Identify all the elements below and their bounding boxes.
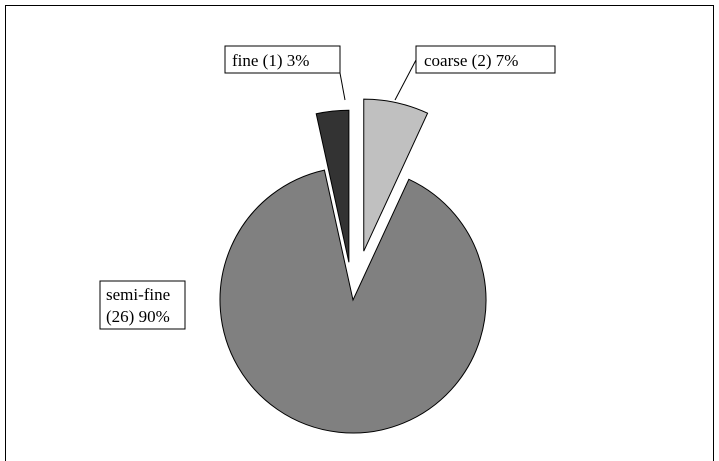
label-coarse: coarse (2) 7% [415, 45, 556, 74]
pie-slice-fine [315, 109, 350, 263]
pie-slice-semi-fine [219, 169, 487, 434]
label-fine: fine (1) 3% [224, 45, 341, 74]
label-text-semi-fine-line1: semi-fine [106, 285, 170, 304]
chart-area [5, 5, 714, 461]
label-box-fine [224, 45, 341, 74]
pie-slice-coarse [363, 98, 429, 252]
leader-line-fine [339, 72, 346, 101]
label-text-semi-fine-line2: (26) 90% [106, 307, 170, 326]
label-text-coarse: coarse (2) 7% [424, 51, 518, 70]
label-text-fine: fine (1) 3% [232, 51, 309, 70]
label-box-semi-fine [99, 280, 186, 330]
label-box-coarse [415, 45, 556, 74]
label-semi-fine: semi-fine (26) 90% [99, 280, 186, 330]
pie-slices [219, 98, 487, 434]
leader-line-coarse [394, 59, 417, 101]
